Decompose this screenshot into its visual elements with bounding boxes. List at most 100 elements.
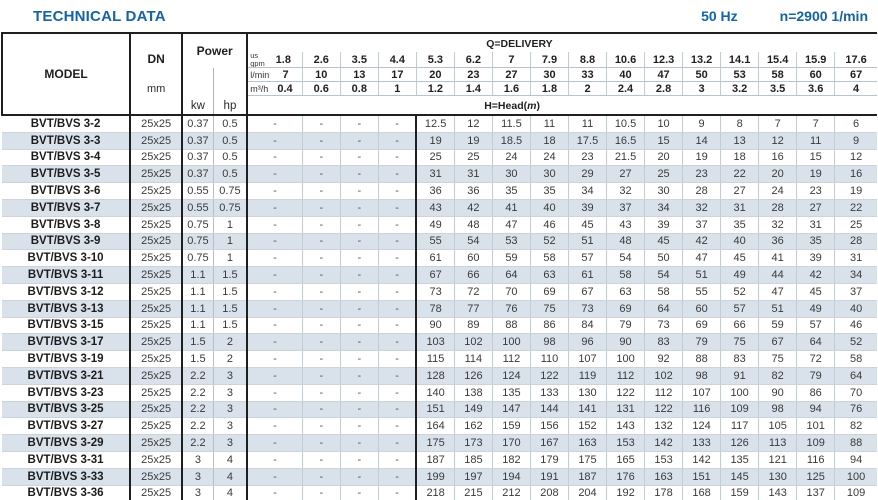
head-cell: 76: [834, 401, 877, 419]
flow-m3h-value: 1.4: [453, 81, 493, 96]
head-cell: -: [301, 283, 341, 301]
table-row: BVT/BVS 3-23 25x25 2.2 3- - - -140 138 135 133 130…: [2, 384, 877, 402]
hp-cell: 2: [212, 350, 248, 368]
flow-lmin-value: 30: [529, 67, 569, 82]
head-cell: 90: [415, 317, 455, 335]
head-cell: 182: [491, 451, 531, 469]
head-cell: 82: [758, 367, 797, 385]
head-cell: 66: [453, 266, 493, 284]
flow-m3h-first-cell: m³/h 0.4: [247, 81, 303, 96]
head-cell: -: [339, 233, 379, 251]
head-cell: -: [339, 132, 379, 150]
head-cell: 48: [453, 216, 493, 234]
hp-cell: 1: [212, 249, 248, 268]
head-cell: 49: [796, 300, 835, 318]
table-row: BVT/BVS 3-8 25x25 0.75 1- - - -49 48 47 46 45 43 39 3…: [2, 216, 877, 234]
dn-cell: 25x25: [129, 300, 183, 318]
head-cell: -: [301, 266, 341, 284]
head-cell: 6: [834, 115, 877, 133]
us-unit-text: us: [250, 52, 259, 60]
hp-cell: 3: [212, 401, 248, 419]
head-cell: 72: [453, 283, 493, 301]
head-cell: 143: [758, 485, 797, 500]
flow-lmin-value: 7: [282, 68, 289, 81]
head-cell: 51: [682, 266, 721, 284]
head-cell: -: [301, 165, 341, 184]
head-cell: 45: [796, 283, 835, 301]
head-cell: -: [301, 233, 341, 251]
head-cell: 35: [720, 216, 759, 234]
power-column-header: Power: [182, 32, 249, 68]
flow-lmin-value: 33: [567, 67, 607, 82]
head-cell: 9: [682, 115, 721, 133]
flow-lmin-first-cell: l/min 7: [247, 67, 303, 82]
table-row: BVT/BVS 3-7 25x25 0.55 0.75- - - -43 42 41 40 39 37…: [2, 199, 877, 217]
head-cell: 159: [720, 485, 759, 500]
head-cell: 98: [682, 367, 721, 385]
head-cell: -: [301, 182, 341, 200]
head-cell: 103: [415, 333, 455, 352]
dn-cell: 25x25: [129, 233, 183, 251]
hp-unit-header: hp: [212, 67, 249, 116]
head-cell: 16: [758, 149, 797, 167]
head-cell: 11: [796, 132, 835, 150]
head-cell: 69: [682, 317, 721, 335]
flow-usgpm-value: 10.6: [606, 52, 645, 68]
head-cell: 126: [720, 434, 759, 452]
model-cell: BVT/BVS 3-21: [2, 367, 131, 385]
head-cell: 105: [758, 417, 797, 436]
head-cell: 41: [491, 199, 531, 217]
head-cell: -: [301, 149, 341, 167]
delivery-header-label: Q=DELIVERY: [486, 38, 553, 50]
head-cell: 9: [834, 132, 877, 150]
head-cell: -: [246, 149, 303, 167]
head-cell: 67: [758, 333, 797, 352]
flow-lmin-value: 40: [606, 67, 645, 82]
hp-cell: 3: [212, 367, 248, 385]
kw-cell: 1.5: [181, 333, 214, 352]
head-cell: -: [246, 115, 303, 133]
head-cell: 16.5: [606, 132, 645, 150]
head-cell: 159: [491, 417, 531, 436]
head-cell: 49: [415, 216, 455, 234]
head-cell: 58: [529, 249, 569, 268]
flow-m3h-value: 3.2: [720, 81, 759, 96]
head-cell: -: [301, 434, 341, 452]
kw-cell: 3: [181, 468, 214, 486]
head-cell: 31: [796, 216, 835, 234]
dn-cell: 25x25: [129, 350, 183, 368]
flow-usgpm-value: 6.2: [453, 52, 493, 68]
head-cell: 67: [567, 283, 607, 301]
head-cell: 12.5: [415, 115, 455, 133]
head-cell: 175: [415, 434, 455, 452]
head-cell: -: [246, 367, 303, 385]
kw-cell: 0.37: [181, 149, 214, 167]
head-cell: 34: [567, 182, 607, 200]
head-cell: 14: [682, 132, 721, 150]
model-cell: BVT/BVS 3-27: [2, 417, 131, 436]
head-cell: 73: [415, 283, 455, 301]
hp-cell: 1.5: [212, 317, 248, 335]
head-cell: 63: [606, 283, 645, 301]
head-cell: -: [339, 350, 379, 368]
table-row: BVT/BVS 3-33 25x25 3 4- - - -199 197 194 191 187 17…: [2, 468, 877, 486]
table-row: BVT/BVS 3-2 25x25 0.37 0.5- - - -12.5 12 11.5 11 1…: [2, 115, 877, 133]
head-cell: 52: [529, 233, 569, 251]
head-cell: -: [301, 417, 341, 436]
hp-cell: 0.5: [212, 149, 248, 167]
head-cell: 121: [758, 451, 797, 469]
head-cell: 90: [606, 333, 645, 352]
head-label-prefix: H=Head(: [484, 100, 528, 112]
head-cell: 75: [720, 333, 759, 352]
head-cell: 61: [415, 249, 455, 268]
head-cell: 43: [606, 216, 645, 234]
flow-usgpm-value: 7.9: [529, 52, 569, 68]
head-cell: 102: [453, 333, 493, 352]
head-cell: 31: [834, 249, 877, 268]
table-row: BVT/BVS 3-9 25x25 0.75 1- - - -55 54 53 52 51 48 45 4…: [2, 233, 877, 251]
head-cell: 36: [758, 233, 797, 251]
flow-m3h-value: 2.4: [606, 81, 645, 96]
table-row: BVT/BVS 3-19 25x25 1.5 2- - - -115 114 112 110 107…: [2, 350, 877, 368]
flow-lmin-value: 47: [644, 67, 683, 82]
head-cell: 194: [491, 468, 531, 486]
